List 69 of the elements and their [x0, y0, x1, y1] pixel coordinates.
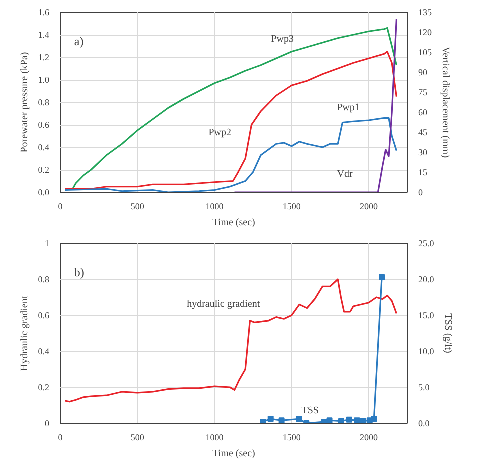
point — [354, 418, 360, 424]
series-label: Vdr — [337, 168, 354, 180]
point — [346, 416, 352, 423]
x-tick-label: 1500 — [282, 432, 302, 442]
y-tick-label: 1.0 — [38, 75, 50, 85]
point — [360, 418, 366, 424]
annotation: b) — [74, 266, 84, 280]
x-tick-label: 1000 — [206, 202, 224, 212]
x-tick-label: 0 — [58, 432, 64, 442]
x-tick-label: 1500 — [282, 202, 302, 212]
y2-tick-label: 135 — [418, 8, 432, 18]
y-tick-label: 1.2 — [38, 52, 50, 62]
y-tick-label: 1.6 — [38, 8, 50, 18]
y2-axis-title: Vertical displacement (mm) — [440, 46, 451, 158]
y2-tick-label: 120 — [418, 28, 432, 38]
y-tick-label: 0.6 — [38, 310, 50, 320]
y2-tick-label: 60 — [418, 108, 428, 118]
y-tick-label: 1 — [45, 238, 50, 248]
point — [338, 418, 344, 424]
series-label: hydraulic gradient — [187, 299, 260, 310]
y2-tick-label: 0 — [418, 188, 424, 198]
y2-axis-title: TSS (g/lt) — [442, 314, 454, 354]
y-tick-label: 0.2 — [38, 382, 50, 392]
x-tick-label: 1000 — [206, 432, 224, 442]
y-tick-label: 0.8 — [38, 274, 50, 284]
y-tick-label: 0.4 — [38, 346, 50, 356]
y-tick-label: 0.6 — [38, 120, 50, 130]
y2-tick-label: 15 — [418, 168, 428, 178]
series-label: Pwp3 — [271, 34, 294, 45]
y-axis-title: Porewater pressure (kPa) — [19, 52, 30, 153]
y-axis-title: Hydraulic gradient — [19, 296, 30, 372]
x-axis-title: Time (sec) — [212, 218, 256, 228]
y-tick-label: 0 — [45, 418, 50, 428]
y2-tick-label: 0.0 — [418, 418, 430, 428]
y2-tick-label: 75 — [418, 88, 428, 98]
line-series — [64, 51, 398, 190]
series-label: Pwp2 — [208, 128, 232, 138]
y-tick-label: 0.2 — [38, 165, 50, 175]
point — [379, 274, 386, 280]
x-tick-label: 2000 — [360, 432, 378, 442]
line-series — [64, 278, 398, 403]
y-tick-label: 0.0 — [38, 188, 50, 198]
point — [268, 416, 274, 422]
point — [326, 418, 333, 424]
line-series — [234, 18, 398, 192]
x-tick-label: 500 — [130, 432, 145, 442]
series-label: TSS — [302, 405, 319, 416]
annotation: a) — [74, 34, 84, 48]
x-tick-label: 0 — [58, 202, 64, 212]
point — [371, 416, 378, 422]
y2-tick-label: 25.0 — [418, 238, 435, 248]
y2-tick-label: 30 — [418, 148, 428, 158]
y-tick-label: 0.4 — [38, 142, 50, 152]
y2-tick-label: 90 — [418, 68, 428, 78]
y2-tick-label: 5.0 — [418, 382, 430, 392]
y-tick-label: 0.8 — [38, 98, 50, 108]
point — [296, 416, 302, 422]
x-tick-label: 500 — [130, 202, 145, 212]
y2-tick-label: 105 — [418, 48, 432, 58]
point — [278, 418, 285, 424]
y2-tick-label: 45 — [418, 128, 428, 138]
y-tick-label: 1.4 — [38, 30, 50, 40]
x-tick-label: 2000 — [360, 202, 378, 212]
series-label: Pwp1 — [337, 102, 360, 114]
y2-tick-label: 20.0 — [418, 274, 435, 284]
line-series — [64, 117, 398, 192]
y2-tick-label: 10.0 — [418, 346, 435, 356]
x-axis-title: Time (sec) — [212, 448, 256, 460]
y2-tick-label: 15.0 — [418, 310, 435, 320]
